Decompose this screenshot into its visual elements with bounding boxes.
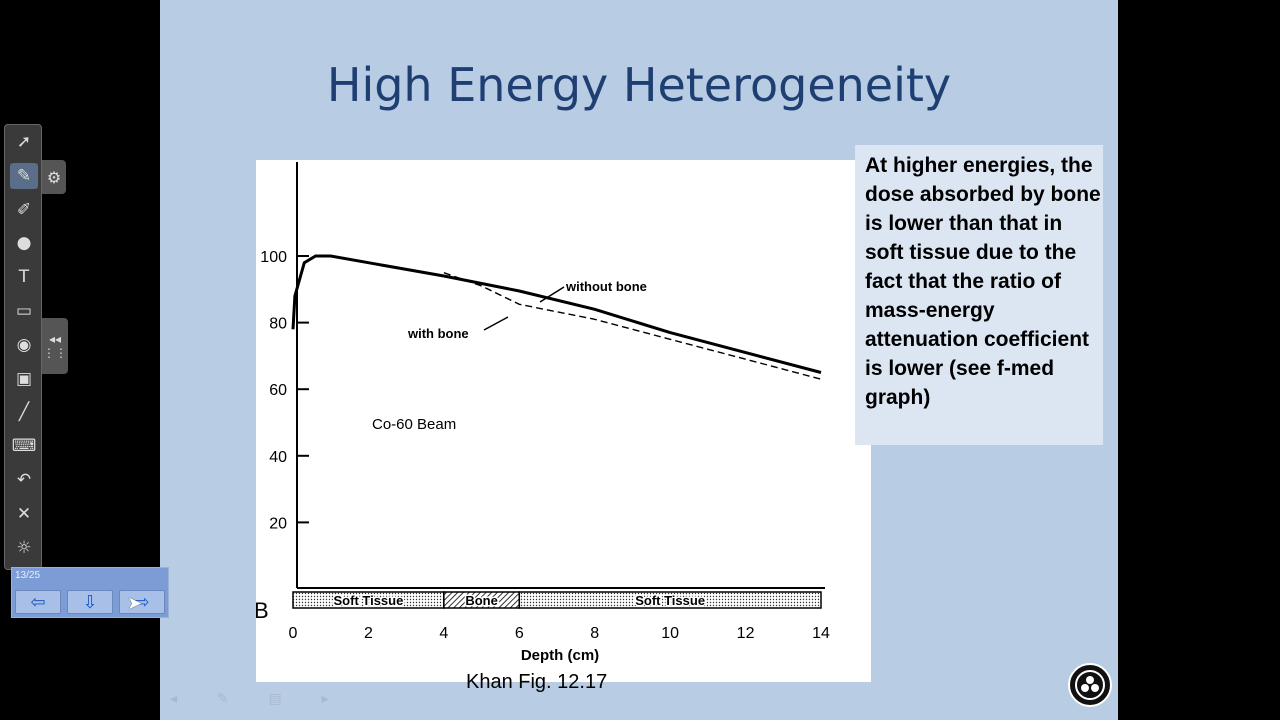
slide: High Energy Heterogeneity 20 40 60 80 100 0 2 4… <box>160 0 1118 720</box>
x-axis-label: Depth (cm) <box>521 647 599 664</box>
y-tick-label: 100 <box>260 249 287 266</box>
undo-icon[interactable]: ↶ <box>16 470 32 490</box>
y-tick-label: 60 <box>269 382 287 399</box>
logo-icon <box>1068 663 1112 707</box>
depth-dose-chart: 20 40 60 80 100 0 2 4 6 8 10 12 14 Depth (cm) Co-60 Be… <box>256 162 830 664</box>
x-tick-label: 14 <box>812 625 830 642</box>
callout-text: At higher energies, the dose absorbed by… <box>855 145 1103 445</box>
y-tick-label: 20 <box>269 515 287 532</box>
panel-label: B <box>256 598 269 623</box>
x-tick-label: 0 <box>289 625 298 642</box>
series-label: with bone <box>407 326 469 341</box>
select-arrow-icon[interactable]: ➚ <box>16 132 32 152</box>
next-slide-button[interactable]: ⇨ <box>119 590 165 614</box>
text-icon[interactable]: T <box>18 267 30 288</box>
keyboard-icon[interactable]: ⌨ <box>11 436 37 457</box>
region-band <box>518 591 822 609</box>
magic-pen-icon[interactable]: ◉ <box>16 334 32 355</box>
region-label: Soft Tissue <box>635 593 705 608</box>
pen-icon[interactable]: ✎ <box>10 162 38 189</box>
region-label: Soft Tissue <box>334 593 404 608</box>
line-icon[interactable]: ╱ <box>18 402 30 423</box>
slide-menu-button[interactable]: ⇩ <box>67 590 113 614</box>
leader-line <box>483 316 509 331</box>
x-tick-label: 10 <box>661 625 679 642</box>
slide-title: High Energy Heterogeneity <box>326 58 952 112</box>
note-icon[interactable]: ▣ <box>15 368 33 389</box>
collapse-toolbar-button[interactable]: ◂◂ ⋮⋮ <box>42 318 68 374</box>
series-label: without bone <box>565 279 647 294</box>
page-indicator: 13/25 <box>15 570 41 581</box>
chart-title: Co-60 Beam <box>372 416 456 433</box>
eraser-icon[interactable]: ▭ <box>15 301 33 321</box>
series-line-with-bone <box>443 272 822 380</box>
marker-icon[interactable]: ✐ <box>16 199 32 220</box>
leader-line <box>539 286 565 303</box>
x-tick-label: 4 <box>439 625 448 642</box>
y-tick-label: 80 <box>269 316 287 333</box>
region-label: Bone <box>465 593 498 608</box>
annotation-toolbar: ➚ ✎ ✐ ● T ▭ ◉ ▣ ╱ ⌨ ↶ ✕ ☼ <box>4 124 42 570</box>
figure-caption: Khan Fig. 12.17 <box>466 671 608 693</box>
y-tick-label: 40 <box>269 449 287 466</box>
light-icon[interactable]: ☼ <box>16 537 32 558</box>
highlighter-icon[interactable]: ● <box>16 233 32 254</box>
mouse-cursor-icon: ➤ <box>127 593 143 614</box>
slide-navigator: 13/25 ⇦ ⇩ ⇨ <box>11 567 169 618</box>
gear-icon[interactable]: ⚙ <box>42 160 66 194</box>
x-tick-label: 2 <box>364 625 373 642</box>
clear-icon[interactable]: ✕ <box>16 503 32 524</box>
previous-slide-button[interactable]: ⇦ <box>15 590 61 614</box>
grip-icon: ⋮⋮ <box>43 346 67 360</box>
series-line-without-bone <box>291 254 822 374</box>
x-tick-label: 12 <box>737 625 755 642</box>
slide-nav-icons[interactable]: ◂ ✎ ▤ ▸ <box>170 690 347 706</box>
x-tick-label: 6 <box>515 625 524 642</box>
collapse-icon: ◂◂ <box>48 332 62 346</box>
x-tick-label: 8 <box>590 625 599 642</box>
figure-panel: 20 40 60 80 100 0 2 4 6 8 10 12 14 Depth (cm) Co-60 Be… <box>256 160 871 682</box>
